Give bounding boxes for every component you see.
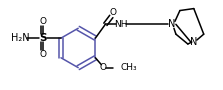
Text: S: S: [39, 33, 47, 43]
Text: O: O: [100, 63, 107, 72]
Text: N: N: [168, 19, 176, 29]
Text: H₂N: H₂N: [11, 33, 30, 43]
Text: O: O: [40, 50, 47, 59]
Text: O: O: [110, 8, 117, 17]
Text: O: O: [40, 17, 47, 26]
Text: N: N: [190, 37, 198, 47]
Text: NH: NH: [114, 20, 128, 29]
Text: CH₃: CH₃: [120, 63, 137, 72]
